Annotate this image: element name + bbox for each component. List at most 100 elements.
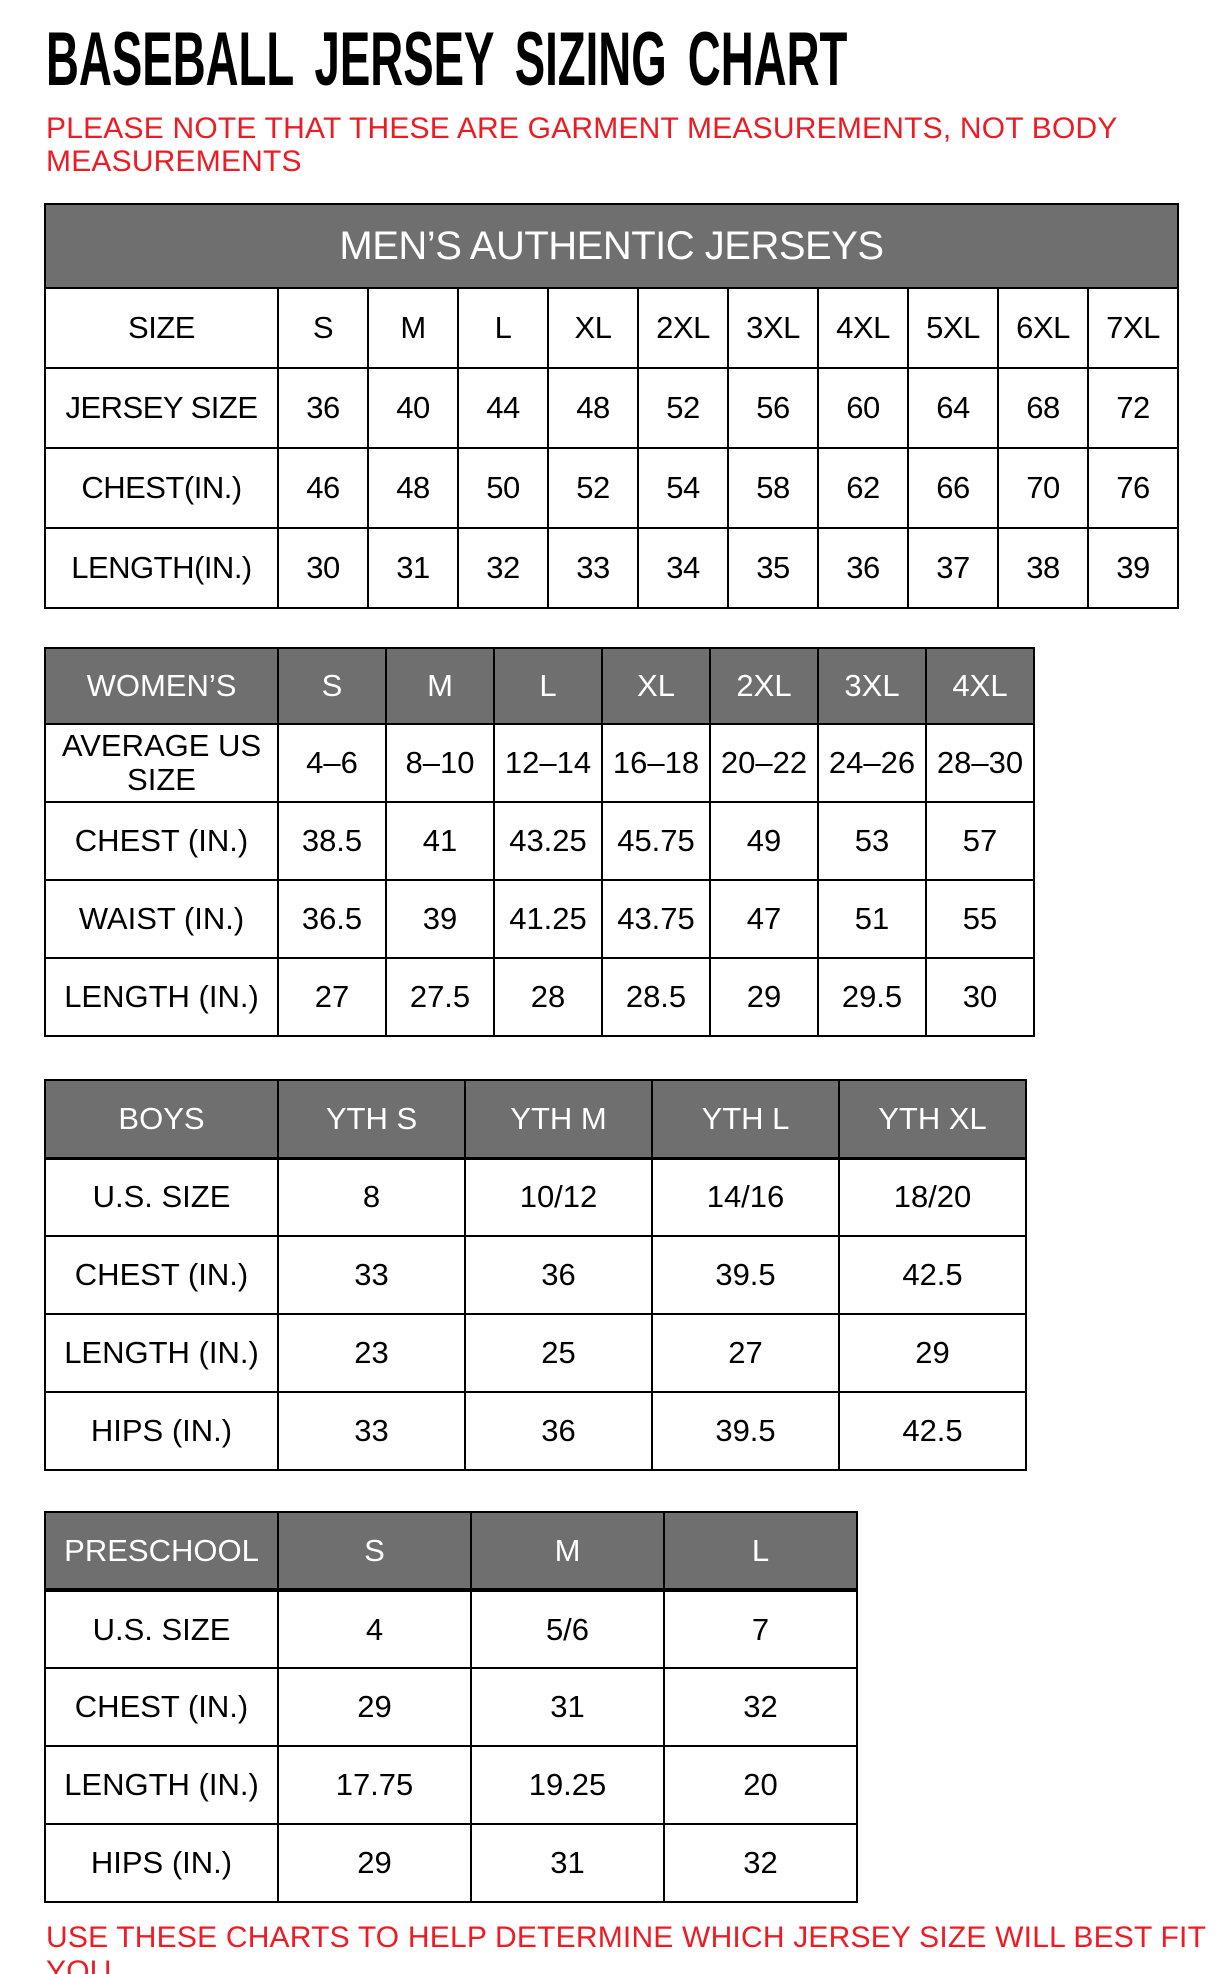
womens-row-label: WAIST (IN.): [44, 879, 279, 959]
mens-value-cell: 48: [547, 367, 639, 449]
womens-row-label: LENGTH (IN.): [44, 957, 279, 1037]
womens-value-cell: 53: [817, 801, 927, 881]
womens-value-cell: 29: [709, 957, 819, 1037]
mens-value-cell: 50: [457, 447, 549, 529]
page-title: BASEBALL JERSEY SIZING CHART: [46, 17, 848, 102]
boys-value-cell: 23: [277, 1313, 466, 1393]
mens-value-cell: 54: [637, 447, 729, 529]
womens-value-cell: 28.5: [601, 957, 711, 1037]
mens-value-cell: 72: [1087, 367, 1179, 449]
boys-value-cell: 42.5: [838, 1391, 1027, 1471]
womens-value-cell: 41: [385, 801, 495, 881]
boys-row-label: LENGTH (IN.): [44, 1313, 279, 1393]
mens-column-header: S: [277, 287, 369, 369]
mens-column-header: 7XL: [1087, 287, 1179, 369]
mens-column-header: 4XL: [817, 287, 909, 369]
preschool-value-cell: 17.75: [277, 1745, 472, 1825]
boys-value-cell: 33: [277, 1391, 466, 1471]
boys-group-header: BOYS: [44, 1079, 279, 1160]
womens-column-header: S: [277, 647, 387, 725]
mens-row-label: LENGTH(IN.): [44, 527, 279, 609]
womens-row-label: CHEST (IN.): [44, 801, 279, 881]
preschool-value-cell: 5/6: [470, 1589, 665, 1669]
boys-value-cell: 25: [464, 1313, 653, 1393]
womens-value-cell: 28: [493, 957, 603, 1037]
mens-row-label: JERSEY SIZE: [44, 367, 279, 449]
womens-value-cell: 43.25: [493, 801, 603, 881]
mens-value-cell: 56: [727, 367, 819, 449]
womens-value-cell: 28–30: [925, 723, 1035, 803]
garment-measurement-note: PLEASE NOTE THAT THESE ARE GARMENT MEASU…: [46, 112, 1118, 178]
mens-table-section: MEN’S AUTHENTIC JERSEYS SIZE S M L XL 2XL 3XL 4X…: [44, 203, 1220, 609]
womens-value-cell: 38.5: [277, 801, 387, 881]
womens-value-cell: 29.5: [817, 957, 927, 1037]
preschool-value-cell: 4: [277, 1589, 472, 1669]
boys-table-section: BOYS YTH S YTH M YTH L YTH XL U.S. SIZE 8 10/12…: [44, 1079, 1220, 1471]
mens-value-cell: 36: [277, 367, 369, 449]
preschool-value-cell: 29: [277, 1667, 472, 1747]
boys-value-cell: 36: [464, 1235, 653, 1315]
womens-value-cell: 39: [385, 879, 495, 959]
preschool-value-cell: 29: [277, 1823, 472, 1903]
womens-value-cell: 57: [925, 801, 1035, 881]
preschool-value-cell: 7: [663, 1589, 858, 1669]
womens-value-cell: 24–26: [817, 723, 927, 803]
mens-value-cell: 31: [367, 527, 459, 609]
boys-value-cell: 39.5: [651, 1235, 840, 1315]
mens-value-cell: 37: [907, 527, 999, 609]
mens-column-header: 6XL: [997, 287, 1089, 369]
preschool-value-cell: 32: [663, 1667, 858, 1747]
mens-value-cell: 60: [817, 367, 909, 449]
womens-value-cell: 45.75: [601, 801, 711, 881]
mens-value-cell: 34: [637, 527, 729, 609]
mens-value-cell: 30: [277, 527, 369, 609]
boys-column-header: YTH S: [277, 1079, 466, 1160]
mens-value-cell: 58: [727, 447, 819, 529]
womens-value-cell: 27: [277, 957, 387, 1037]
boys-value-cell: 18/20: [838, 1157, 1027, 1237]
mens-value-cell: 66: [907, 447, 999, 529]
boys-value-cell: 10/12: [464, 1157, 653, 1237]
mens-value-cell: 70: [997, 447, 1089, 529]
mens-value-cell: 35: [727, 527, 819, 609]
mens-size-table: MEN’S AUTHENTIC JERSEYS SIZE S M L XL 2XL 3XL 4X…: [44, 203, 1179, 609]
boys-row-label: CHEST (IN.): [44, 1235, 279, 1315]
boys-column-header: YTH M: [464, 1079, 653, 1160]
preschool-value-cell: 31: [470, 1823, 665, 1903]
footer-note: USE THESE CHARTS TO HELP DETERMINE WHICH…: [46, 1921, 1206, 1974]
boys-size-table: BOYS YTH S YTH M YTH L YTH XL U.S. SIZE 8 10/12…: [44, 1079, 1027, 1471]
mens-value-cell: 40: [367, 367, 459, 449]
mens-value-cell: 38: [997, 527, 1089, 609]
boys-value-cell: 14/16: [651, 1157, 840, 1237]
boys-value-cell: 29: [838, 1313, 1027, 1393]
womens-value-cell: 4–6: [277, 723, 387, 803]
preschool-size-table: PRESCHOOL S M L U.S. SIZE 4 5/6 7 CHEST (IN.) 29 3…: [44, 1511, 858, 1903]
mens-value-cell: 44: [457, 367, 549, 449]
preschool-table-section: PRESCHOOL S M L U.S. SIZE 4 5/6 7 CHEST (IN.) 29 3…: [44, 1511, 1220, 1903]
preschool-row-label: U.S. SIZE: [44, 1589, 279, 1669]
mens-value-cell: 33: [547, 527, 639, 609]
mens-column-header: 2XL: [637, 287, 729, 369]
womens-column-header: XL: [601, 647, 711, 725]
mens-value-cell: 52: [637, 367, 729, 449]
boys-column-header: YTH XL: [838, 1079, 1027, 1160]
womens-table-section: WOMEN’S S M L XL 2XL 3XL 4XL AVERAGE US SIZE 4–6 8…: [44, 647, 1220, 1037]
mens-group-header: SIZE: [44, 287, 279, 369]
mens-row-label: CHEST(IN.): [44, 447, 279, 529]
womens-value-cell: 36.5: [277, 879, 387, 959]
boys-value-cell: 27: [651, 1313, 840, 1393]
mens-column-header: M: [367, 287, 459, 369]
mens-value-cell: 52: [547, 447, 639, 529]
mens-banner: MEN’S AUTHENTIC JERSEYS: [44, 203, 1179, 289]
boys-column-header: YTH L: [651, 1079, 840, 1160]
mens-value-cell: 48: [367, 447, 459, 529]
boys-value-cell: 39.5: [651, 1391, 840, 1471]
boys-value-cell: 8: [277, 1157, 466, 1237]
preschool-row-label: CHEST (IN.): [44, 1667, 279, 1747]
preschool-value-cell: 32: [663, 1823, 858, 1903]
womens-value-cell: 30: [925, 957, 1035, 1037]
womens-value-cell: 51: [817, 879, 927, 959]
womens-value-cell: 49: [709, 801, 819, 881]
preschool-column-header: M: [470, 1511, 665, 1592]
mens-column-header: XL: [547, 287, 639, 369]
